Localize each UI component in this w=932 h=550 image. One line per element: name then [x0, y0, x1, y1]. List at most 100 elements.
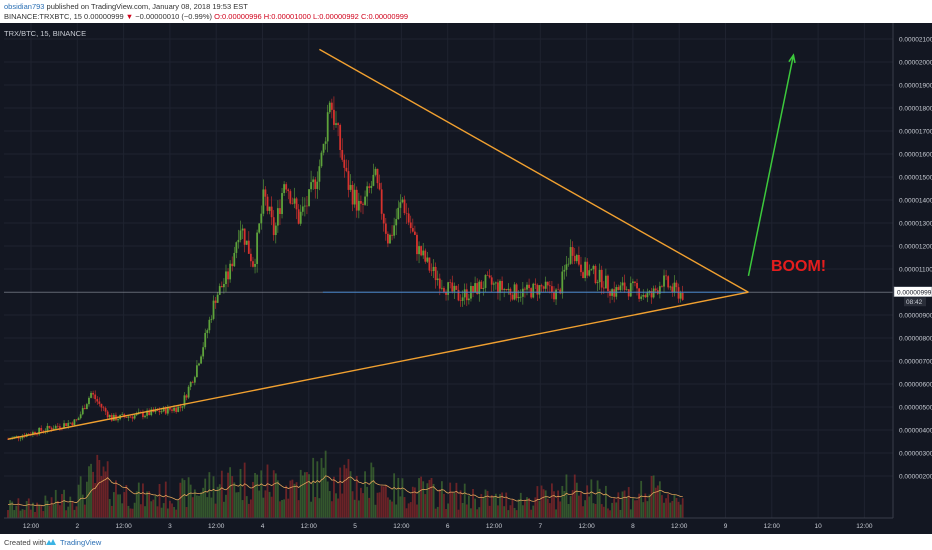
candle-body: [669, 286, 672, 288]
countdown-badge: [904, 297, 926, 307]
volume-bar: [297, 500, 300, 518]
candle-body: [540, 285, 543, 287]
candle-body: [455, 285, 458, 290]
volume-bar: [320, 458, 323, 518]
volume-bar: [330, 501, 333, 518]
candle-body: [337, 123, 339, 126]
candle-body: [366, 186, 369, 197]
projection-arrow-line: [747, 54, 795, 277]
volume-bar: [206, 497, 209, 518]
chart-title: TRX/BTC, 15, BINANCE: [4, 29, 86, 38]
volume-bar: [187, 477, 190, 518]
candle-body: [353, 189, 356, 205]
candle-body: [202, 347, 205, 357]
volume-bar: [638, 493, 641, 518]
candle-body: [32, 431, 34, 435]
tradingview-brand-link[interactable]: TradingView: [60, 538, 102, 547]
volume-bar: [511, 499, 514, 518]
change-arrow-icon: ▼: [125, 12, 134, 21]
volume-bar: [594, 503, 597, 518]
volume-bar: [36, 502, 38, 518]
volume-bar: [449, 482, 452, 518]
open-value: 0.00000996: [222, 12, 262, 21]
candle-body: [129, 416, 132, 418]
candle-body: [391, 234, 393, 236]
volume-bar: [135, 491, 138, 518]
volume-bar: [650, 475, 653, 518]
volume-bar: [104, 471, 107, 518]
candle-body: [193, 377, 196, 383]
time-axis[interactable]: 12:00 2 12:00 3 12:00 4 12:00 5 12:00 6 12:00 7 12:0…: [4, 517, 893, 530]
volume-bar: [220, 470, 223, 518]
candle-body: [63, 423, 65, 429]
candle-body: [173, 407, 175, 411]
volume-bar: [584, 500, 587, 518]
candle-body: [451, 282, 454, 292]
chart-area[interactable]: 0.00002100 0.00002000 0.00001900 0.00001800…: [0, 23, 932, 534]
volume-bar: [44, 495, 47, 518]
volume-bar: [615, 502, 618, 518]
volume-bar: [243, 462, 246, 518]
volume-bar: [268, 491, 271, 518]
candle-body: [590, 269, 593, 271]
candle-body: [335, 123, 337, 125]
candle-body: [459, 300, 462, 301]
volume-bar: [582, 506, 584, 518]
candle-body: [351, 184, 354, 205]
candle-body: [486, 275, 489, 276]
candle-body: [360, 201, 362, 204]
candle-body: [658, 286, 661, 294]
price-chart-svg[interactable]: 0.00002100 0.00002000 0.00001900 0.00001800…: [0, 23, 932, 534]
candle-body: [175, 407, 178, 412]
candle-body: [617, 287, 620, 291]
candle-body: [229, 263, 232, 280]
volume-bar: [115, 480, 117, 518]
volume-bar: [210, 497, 213, 518]
volume-bar: [254, 472, 256, 518]
candle-body: [405, 213, 408, 214]
volume-bar: [69, 496, 72, 518]
volume-bar: [79, 476, 82, 518]
candle-body: [44, 430, 47, 432]
publish-info: obsidian793 published on TradingView.com…: [4, 2, 248, 11]
time-tick-label: 8: [631, 523, 635, 530]
volume-bar: [133, 502, 136, 518]
volume-bar: [285, 485, 288, 518]
volume-bar: [202, 487, 205, 518]
candle-body: [598, 269, 601, 283]
volume-bar: [544, 490, 547, 518]
volume-bar: [413, 487, 416, 518]
price-axis[interactable]: 0.00002100 0.00002000 0.00001900 0.00001800…: [892, 23, 932, 534]
volume-bar: [214, 503, 217, 518]
volume-bar: [648, 494, 651, 518]
volume-bar: [521, 505, 524, 518]
candle-body: [322, 143, 325, 153]
volume-bar: [54, 489, 57, 518]
footer: Created with TradingView: [0, 535, 932, 550]
candle-body: [88, 397, 90, 405]
candle-body: [171, 409, 173, 411]
volume-bar: [380, 485, 383, 518]
candle-body: [206, 330, 209, 333]
volume-bar: [129, 508, 132, 518]
candle-body: [378, 183, 381, 190]
volume-bar: [154, 495, 157, 518]
volume-bar: [27, 498, 30, 518]
volume-bar: [644, 493, 647, 518]
author-link[interactable]: obsidian793: [4, 2, 45, 11]
volume-bar: [229, 467, 232, 518]
candle-body: [652, 288, 655, 298]
price-tick-label: 0.00001200: [899, 244, 932, 251]
candle-body: [461, 297, 464, 301]
low-value: 0.00000992: [319, 12, 359, 21]
candle-body: [71, 422, 74, 426]
volume-bar: [397, 477, 400, 518]
candle-body: [272, 217, 275, 236]
price-tick-label: 0.00001600: [899, 152, 932, 159]
candle-body: [15, 435, 18, 437]
candle-body: [160, 411, 163, 413]
volume-bar: [92, 471, 95, 518]
volume-bar: [501, 492, 503, 518]
candle-body: [214, 300, 217, 303]
candle-body: [428, 257, 431, 271]
